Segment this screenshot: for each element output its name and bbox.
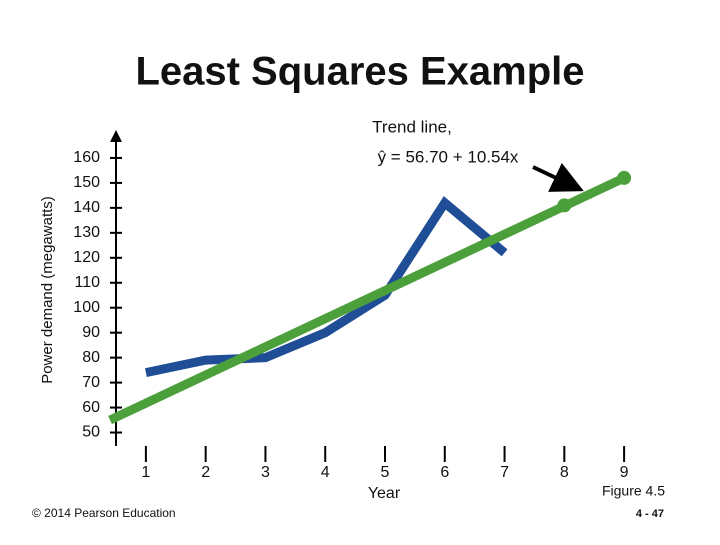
x-tick-label: 5 bbox=[381, 464, 390, 481]
y-tick-label: 150 bbox=[73, 174, 100, 191]
page-number: 4 - 47 bbox=[636, 508, 664, 520]
y-tick-label: 140 bbox=[73, 199, 100, 216]
y-axis-label: Power demand (megawatts) bbox=[39, 196, 56, 384]
equation: ŷ = 56.70 + 10.54x bbox=[378, 147, 519, 166]
x-tick-label: 2 bbox=[201, 464, 210, 481]
marker bbox=[557, 198, 572, 213]
x-tick-label: 8 bbox=[560, 464, 569, 481]
x-tick-label: 3 bbox=[261, 464, 270, 481]
annotation: Trend line, bbox=[372, 117, 452, 136]
x-tick-label: 7 bbox=[500, 464, 509, 481]
y-tick-label: 100 bbox=[73, 299, 100, 316]
axis-arrow bbox=[110, 130, 122, 142]
figure-label: Figure 4.5 bbox=[602, 483, 665, 499]
x-tick-label: 1 bbox=[141, 464, 150, 481]
arrow bbox=[532, 162, 584, 192]
x-tick-label: 9 bbox=[620, 464, 629, 481]
series-line bbox=[144, 196, 508, 378]
x-tick-label: 4 bbox=[321, 464, 330, 481]
series-line bbox=[108, 173, 627, 425]
y-tick-label: 70 bbox=[82, 374, 100, 391]
x-tick-label: 6 bbox=[440, 464, 449, 481]
y-tick-label: 80 bbox=[82, 349, 100, 366]
y-tick-label: 90 bbox=[82, 324, 100, 341]
y-tick-label: 120 bbox=[73, 249, 100, 266]
chart-title: Least Squares Example bbox=[135, 50, 584, 94]
copyright: © 2014 Pearson Education bbox=[32, 506, 176, 520]
y-tick-label: 110 bbox=[74, 274, 100, 291]
y-tick-label: 160 bbox=[73, 149, 100, 166]
x-axis-label: Year bbox=[368, 485, 401, 502]
marker bbox=[617, 170, 632, 185]
y-tick-label: 130 bbox=[73, 224, 100, 241]
y-tick-label: 50 bbox=[82, 424, 100, 441]
y-tick-label: 60 bbox=[82, 399, 100, 416]
